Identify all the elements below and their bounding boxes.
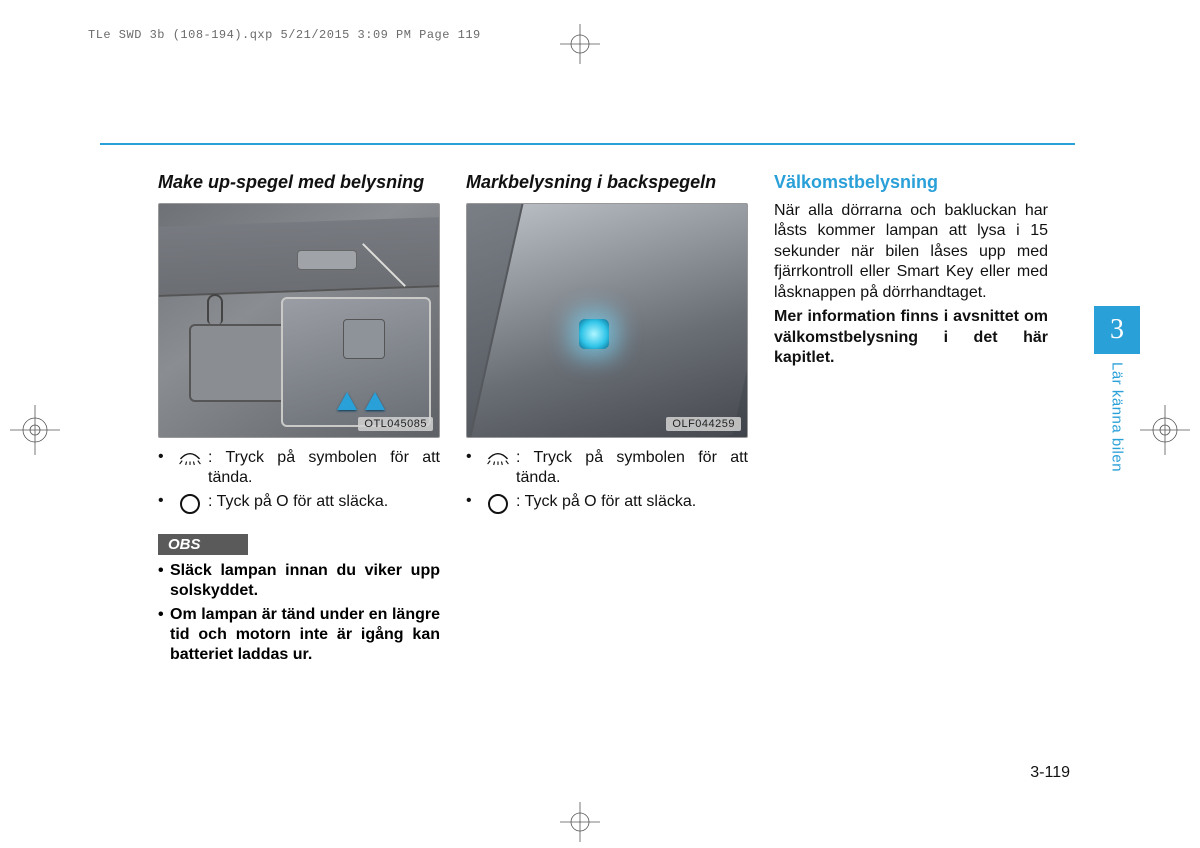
instruction-text: : Tyck på O för att släcka. bbox=[208, 492, 440, 512]
chapter-label: Lär känna bilen bbox=[1094, 362, 1140, 492]
print-metadata: TLe SWD 3b (108-194).qxp 5/21/2015 3:09 … bbox=[88, 28, 481, 42]
page-content: Make up-spegel med belysning OTL045085 • bbox=[158, 172, 1048, 669]
instruction-list: • : Tryck på symbolen för att tända. • bbox=[466, 448, 748, 514]
crop-mark-left bbox=[10, 405, 60, 455]
column-welcome-light: Välkomstbelysning När alla dörrarna och … bbox=[774, 172, 1048, 669]
light-glow-icon bbox=[579, 319, 609, 349]
section-title: Make up-spegel med belysning bbox=[158, 172, 440, 193]
paragraph: När alla dörrarna och bakluckan har låst… bbox=[774, 201, 1048, 303]
figure-vanity-light: OTL045085 bbox=[158, 203, 440, 438]
arrow-up-icon bbox=[365, 392, 385, 410]
section-title: Välkomstbelysning bbox=[774, 172, 1048, 193]
arrow-up-icon bbox=[337, 392, 357, 410]
notice-label: OBS bbox=[158, 534, 248, 555]
lamp-on-icon bbox=[485, 450, 511, 466]
lamp-off-icon bbox=[488, 494, 508, 514]
page-number: 3-119 bbox=[1030, 764, 1070, 782]
figure-id: OLF044259 bbox=[666, 417, 741, 431]
figure-id: OTL045085 bbox=[358, 417, 433, 431]
column-ground-light: Markbelysning i backspegeln OLF044259 • bbox=[466, 172, 748, 669]
lamp-on-icon bbox=[177, 450, 203, 466]
instruction-text: : Tryck på symbolen för att tända. bbox=[516, 448, 748, 488]
chapter-tab: 3 bbox=[1094, 306, 1140, 354]
instruction-text: : Tyck på O för att släcka. bbox=[516, 492, 748, 512]
instruction-text: : Tryck på symbolen för att tända. bbox=[208, 448, 440, 488]
section-title: Markbelysning i backspegeln bbox=[466, 172, 748, 193]
column-makeup-mirror: Make up-spegel med belysning OTL045085 • bbox=[158, 172, 440, 669]
instruction-list: • : Tryck på symbolen för att tända. • bbox=[158, 448, 440, 514]
notice-item: Släck lampan innan du viker upp solskydd… bbox=[170, 561, 440, 601]
crop-mark-bottom bbox=[560, 802, 600, 842]
figure-mirror-light: OLF044259 bbox=[466, 203, 748, 438]
lamp-off-icon bbox=[180, 494, 200, 514]
notice-item: Om lampan är tänd under en längre tid oc… bbox=[170, 605, 440, 665]
crop-mark-right bbox=[1140, 405, 1190, 455]
crop-mark-top bbox=[560, 24, 600, 64]
paragraph-reference: Mer information finns i avsnittet om väl… bbox=[774, 307, 1048, 368]
header-rule bbox=[100, 143, 1075, 145]
notice-list: •Släck lampan innan du viker upp solskyd… bbox=[158, 561, 440, 665]
